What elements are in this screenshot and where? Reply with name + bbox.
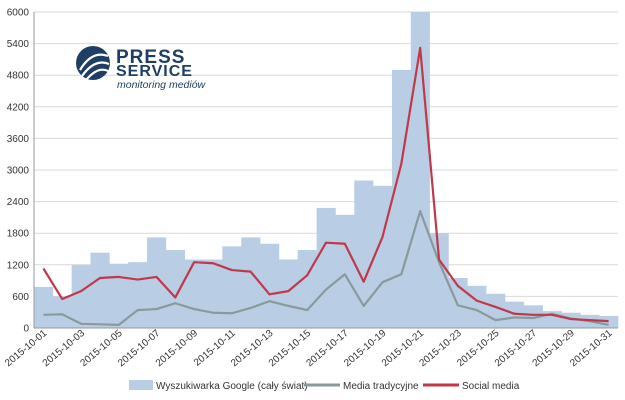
bar-google	[109, 263, 129, 328]
bar-google	[222, 246, 242, 328]
legend-label-media: Media tradycyjne	[343, 381, 419, 392]
line-social-media	[42, 46, 609, 323]
bar-google	[391, 69, 412, 328]
series-lines	[42, 46, 609, 326]
bar-google	[599, 315, 619, 328]
y-tick-label: 1800	[7, 229, 30, 240]
bar-google	[90, 252, 110, 328]
bar-google	[147, 237, 167, 328]
legend: Wyszukiwarka Google (cały świat) Media t…	[129, 380, 520, 392]
logo-arc	[79, 53, 109, 71]
press-service-logo: PRESS SERVICE monitoring mediów	[76, 46, 207, 91]
y-tick-label: 3600	[7, 134, 30, 145]
x-tick-label: 2015-10-31	[568, 328, 615, 370]
bar-google	[34, 286, 54, 328]
y-tick-label: 3000	[7, 166, 30, 177]
bar-google	[203, 259, 223, 328]
bar-google	[335, 214, 355, 328]
bar-google	[128, 262, 148, 328]
y-tick-label: 4200	[7, 102, 30, 113]
bar-google	[523, 305, 543, 328]
y-tick-label: 6000	[7, 8, 30, 19]
legend-label-google: Wyszukiwarka Google (cały świat)	[156, 381, 308, 392]
y-tick-label: 2400	[7, 197, 30, 208]
y-tick-label: 4800	[7, 71, 30, 82]
y-tick-label: 600	[12, 292, 29, 303]
y-tick-labels: 0 600 1200 1800 2400 3000 3600 4200 4800 5400 6000	[7, 8, 30, 335]
line-media-tradycyjne	[43, 209, 609, 326]
bar-google	[52, 296, 72, 328]
logo-line1: PRESS	[116, 47, 185, 68]
bar-google	[467, 285, 487, 328]
bar-google	[486, 293, 506, 328]
bar-google	[184, 259, 204, 328]
bar-google	[316, 207, 336, 328]
axes	[33, 12, 618, 329]
bar-google	[71, 264, 91, 328]
bar-google	[354, 180, 374, 328]
y-tick-label: 1200	[7, 260, 30, 271]
bar-google	[429, 233, 449, 328]
y-tick-label: 5400	[7, 39, 30, 50]
logo-arc	[81, 61, 110, 77]
bars-google	[34, 12, 619, 328]
logo-tagline: monitoring mediów	[117, 79, 207, 91]
bar-google	[241, 237, 261, 328]
legend-label-social: Social media	[462, 381, 520, 392]
legend-swatch-google	[129, 380, 153, 390]
logo-arc	[85, 68, 109, 81]
logo-line2: SERVICE	[116, 63, 193, 80]
bar-google	[260, 243, 280, 328]
bar-google	[165, 250, 186, 328]
bar-google	[278, 259, 299, 328]
x-tick-labels: 2015-10-012015-10-032015-10-052015-10-07…	[3, 328, 615, 370]
y-tick-label: 0	[23, 324, 29, 335]
